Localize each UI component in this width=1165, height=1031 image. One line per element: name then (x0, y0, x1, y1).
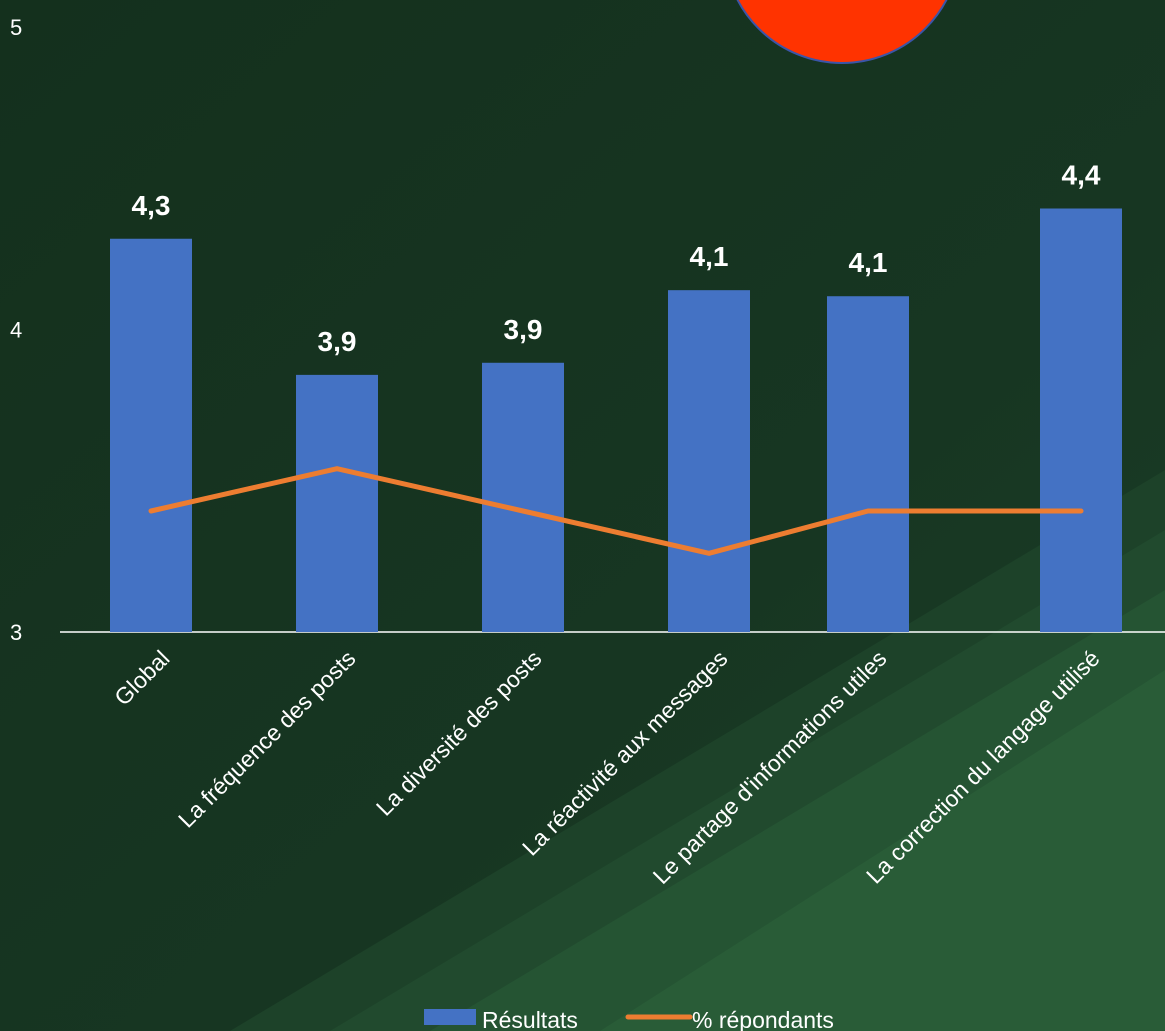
legend-swatch-resultats (424, 1009, 476, 1025)
bar-resultats (1040, 208, 1122, 632)
bar-data-label: 4,1 (849, 247, 888, 278)
line-point (708, 552, 710, 554)
line-point (522, 510, 524, 512)
bg-stripe-4 (600, 670, 1165, 1031)
bar-resultats (668, 290, 750, 632)
line-point (150, 510, 152, 512)
bar-resultats (482, 362, 564, 632)
line-point (867, 510, 869, 512)
line-repondants (148, 466, 1084, 556)
bar-resultats (296, 374, 378, 632)
decoration-circle (736, 0, 948, 64)
bar-data-label: 4,4 (1062, 160, 1101, 191)
bar-data-label: 3,9 (318, 326, 357, 357)
bar-resultats (827, 296, 909, 632)
legend-label-resultats: Résultats (482, 1007, 578, 1031)
y-tick-label: 3 (10, 620, 22, 645)
line-point (1080, 510, 1082, 512)
bar-resultats (110, 238, 192, 632)
bar-data-label: 4,1 (690, 241, 729, 272)
y-tick-label: 5 (10, 15, 22, 40)
legend-label-repondants: % répondants (692, 1007, 834, 1031)
y-tick-label: 4 (10, 318, 22, 343)
line-point (336, 468, 338, 470)
bar-data-label: 3,9 (504, 314, 543, 345)
bar-data-label: 4,3 (132, 190, 171, 221)
